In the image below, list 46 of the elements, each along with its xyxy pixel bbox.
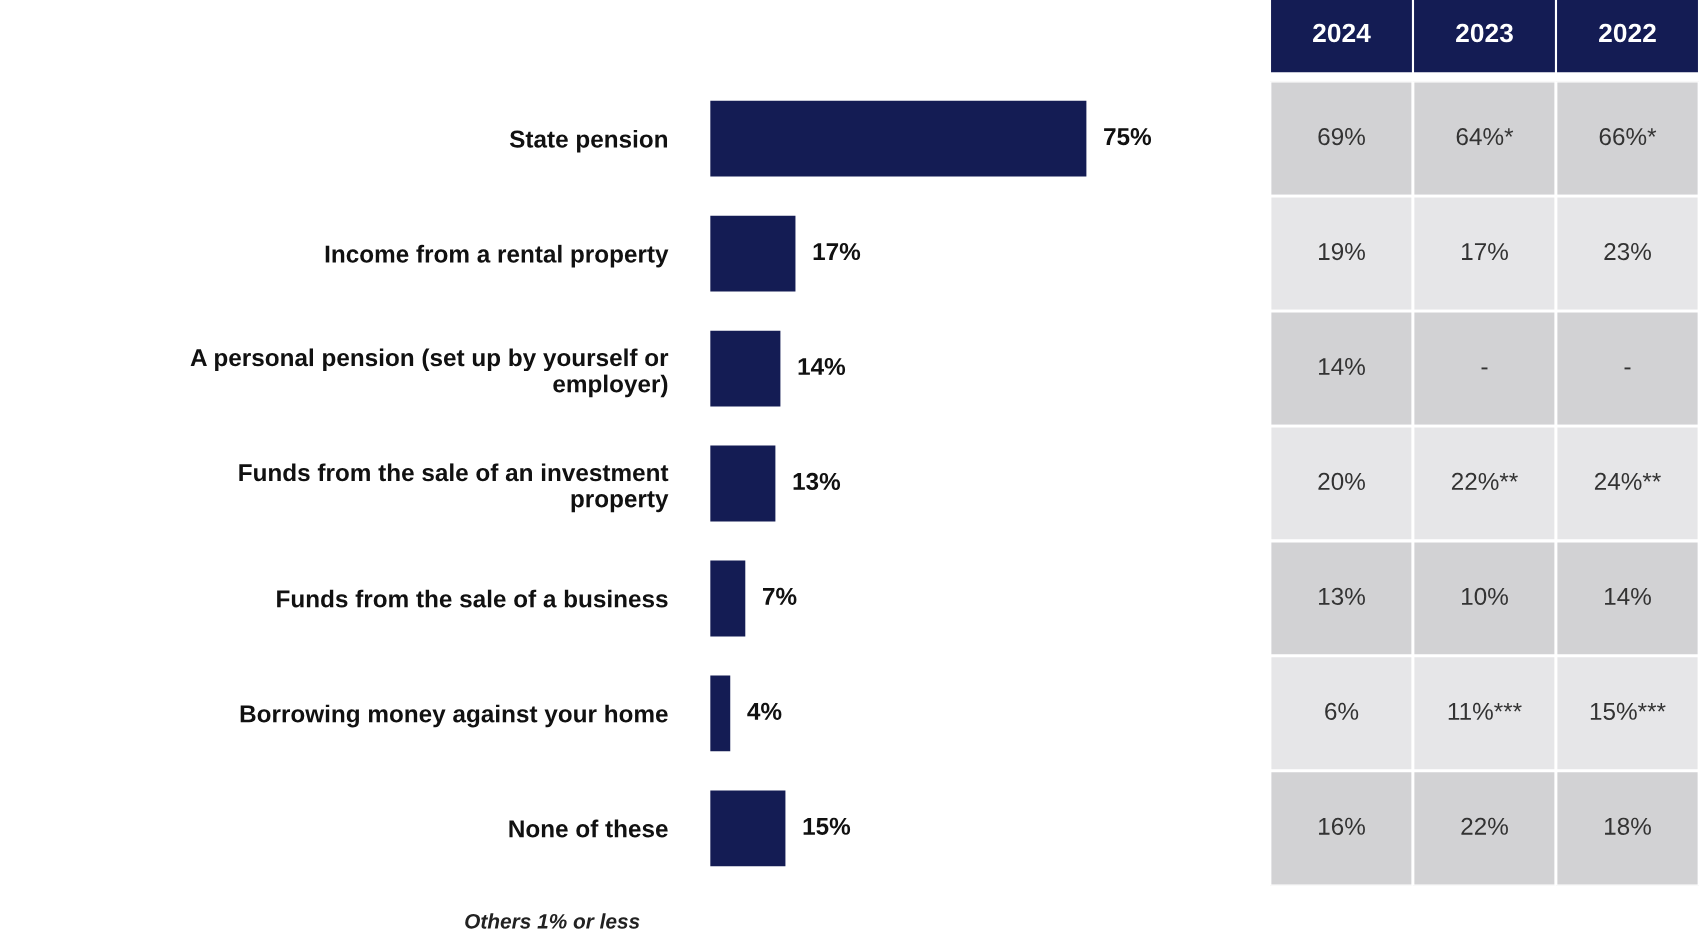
text: Others 1% or less xyxy=(465,913,640,929)
x-tick-label: 2022 xyxy=(1599,23,1656,43)
data-label: 10% xyxy=(1462,587,1508,606)
data-label: 6% xyxy=(1325,702,1359,720)
data-label: 11%*** xyxy=(1448,702,1522,720)
x-tick-label: 2024 xyxy=(1313,23,1371,43)
data-label: 7% xyxy=(763,587,797,605)
data-label: 24%** xyxy=(1594,472,1661,490)
data-label: 17% xyxy=(1462,243,1508,261)
y-tick-label: None of these xyxy=(509,819,668,838)
bar xyxy=(710,675,731,752)
y-tick-label: Funds from the sale of an investment property xyxy=(239,463,669,513)
data-label: 4% xyxy=(747,702,782,720)
data-label: 23% xyxy=(1604,242,1651,261)
data-label: 15%*** xyxy=(1590,702,1666,720)
data-label: 18% xyxy=(1605,817,1651,835)
bar xyxy=(710,215,796,292)
data-label: 19% xyxy=(1319,242,1365,261)
data-label: 17% xyxy=(813,243,861,261)
data-label: 66%* xyxy=(1599,128,1657,146)
bar xyxy=(710,560,746,637)
data-label: 16% xyxy=(1319,817,1365,835)
data-label: 69% xyxy=(1318,128,1365,146)
data-label: 20% xyxy=(1318,472,1365,491)
y-tick-label: State pension xyxy=(509,129,668,153)
data-label: 13% xyxy=(793,472,841,491)
data-label: 15% xyxy=(803,817,851,835)
y-tick-label: A personal pension (set up by yourself or employer) xyxy=(190,348,669,398)
bar xyxy=(710,790,786,867)
data-label: 22%** xyxy=(1451,472,1518,490)
data-label: 14% xyxy=(1319,358,1365,376)
bar xyxy=(710,330,781,407)
y-tick-label: Income from a rental property xyxy=(325,244,669,268)
y-tick-label: Funds from the sale of a business xyxy=(277,589,668,608)
data-label: 22% xyxy=(1461,817,1508,835)
text: - xyxy=(1624,367,1631,370)
data-label: 13% xyxy=(1319,587,1365,606)
bar xyxy=(710,100,1087,177)
x-tick-label: 2023 xyxy=(1456,23,1513,43)
data-label: 14% xyxy=(1605,587,1651,605)
data-label: 14% xyxy=(798,357,846,376)
data-label: 64%* xyxy=(1456,128,1514,146)
bar xyxy=(710,445,776,522)
y-tick-label: Borrowing money against your home xyxy=(240,704,668,728)
text: - xyxy=(1481,367,1488,370)
data-label: 75% xyxy=(1104,128,1152,146)
